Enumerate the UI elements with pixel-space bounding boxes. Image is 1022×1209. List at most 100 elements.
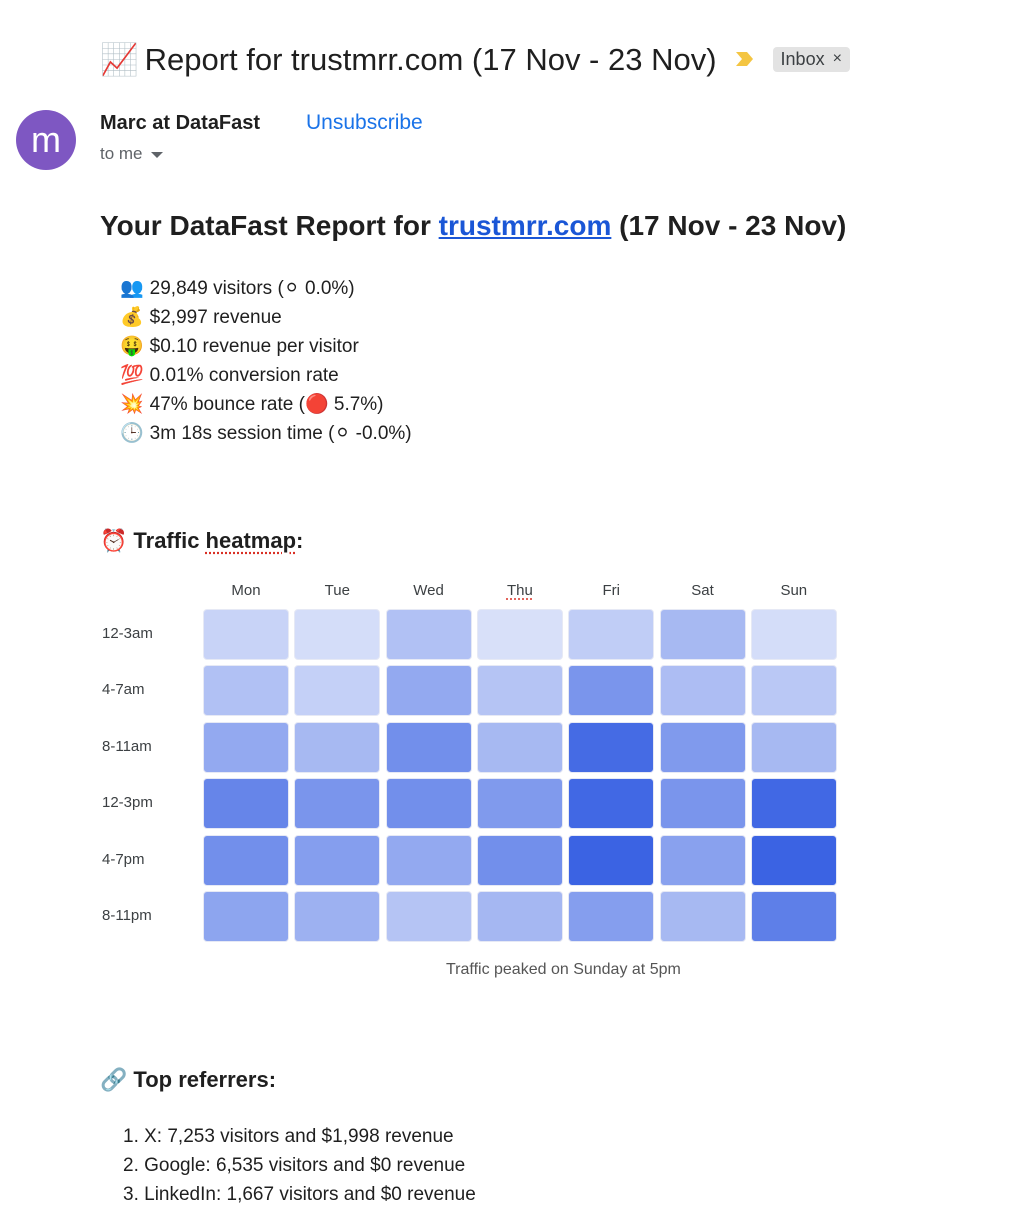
alarm-clock-icon: ⏰ <box>100 529 128 554</box>
heatmap-day-label: Tue <box>324 582 350 599</box>
sender-avatar[interactable]: m <box>16 110 76 170</box>
inbox-label-chip[interactable]: Inbox × <box>772 46 850 72</box>
heatmap-cell <box>568 721 655 773</box>
link-icon: 🔗 <box>100 1068 128 1093</box>
stat-revenue-per-visitor: 🤑 $0.10 revenue per visitor <box>120 332 412 361</box>
referrers-list: 1. X: 7,253 visitors and $1,998 revenue … <box>123 1122 476 1209</box>
heatmap-cell <box>476 665 563 717</box>
stat-text: 47% bounce rate (🔴 5.7%) <box>149 394 384 415</box>
inbox-label-text: Inbox <box>780 48 825 69</box>
hundred-points-icon: 💯 <box>120 364 144 386</box>
heatmap-cell <box>750 721 837 773</box>
heatmap-cell <box>385 778 472 830</box>
stat-bounce-rate: 💥 47% bounce rate (🔴 5.7%) <box>120 390 412 419</box>
recipient-details-toggle[interactable]: to me <box>100 144 163 164</box>
heatmap-cell <box>476 891 563 942</box>
sender-name: Marc at DataFast <box>100 112 261 134</box>
heatmap-cell <box>750 609 837 660</box>
heatmap-cell <box>750 665 837 717</box>
heatmap-caption: Traffic peaked on Sunday at 5pm <box>446 961 681 978</box>
heatmap-cell <box>294 609 381 660</box>
heatmap-title-colon: : <box>296 528 304 553</box>
heatmap-cell <box>476 778 563 830</box>
busts-icon: 👥 <box>120 277 144 299</box>
clock-icon: 🕒 <box>120 422 144 444</box>
heatmap-cell <box>203 891 289 942</box>
referrer-item: 1. X: 7,253 visitors and $1,998 revenue <box>123 1126 454 1147</box>
heatmap-cell <box>385 609 472 660</box>
chevron-down-icon[interactable] <box>150 152 163 158</box>
remove-label-icon[interactable]: × <box>832 50 842 67</box>
stats-list: 👥 29,849 visitors (⚪ 0.0%) 💰 $2,997 revenu… <box>120 274 412 448</box>
site-link[interactable]: trustmrr.com <box>438 210 612 241</box>
heatmap-cell <box>294 891 381 942</box>
stat-conversion-rate: 💯 0.01% conversion rate <box>120 361 412 390</box>
heatmap-cell <box>385 834 472 886</box>
heatmap-day-label: Mon <box>231 582 261 599</box>
heatmap-cell <box>385 891 472 942</box>
heatmap-cell <box>203 665 289 717</box>
money-bag-icon: 💰 <box>120 306 144 328</box>
heatmap-cell <box>294 665 381 717</box>
referrers-title: 🔗 Top referrers: <box>100 1067 276 1093</box>
heatmap-cell <box>750 834 837 886</box>
referrer-item: 3. LinkedIn: 1,667 visitors and $0 reven… <box>123 1184 476 1205</box>
email-subject-text: Report for trustmrr.com (17 Nov - 23 Nov… <box>144 41 717 77</box>
heatmap-cell <box>294 721 381 773</box>
report-title-prefix: Your DataFast Report for <box>100 210 431 241</box>
heatmap-cell <box>294 834 381 886</box>
collision-icon: 💥 <box>120 393 144 415</box>
heatmap-time-label: 12-3am <box>102 625 153 642</box>
heatmap-cell <box>476 609 563 660</box>
unsubscribe-link[interactable]: Unsubscribe <box>306 111 423 134</box>
heatmap-day-label: Wed <box>413 582 444 599</box>
recipient-text: to me <box>100 144 143 163</box>
report-title-suffix: (17 Nov - 23 Nov) <box>619 210 847 241</box>
stat-text: 3m 18s session time (⚪ -0.0%) <box>149 423 412 444</box>
heatmap-day-label: Sun <box>780 582 808 599</box>
heatmap-cell <box>476 834 563 886</box>
heatmap-time-label: 12-3pm <box>102 794 153 812</box>
avatar-initial: m <box>31 119 61 160</box>
heatmap-title-text: Traffic <box>133 528 206 553</box>
stat-text: 0.01% conversion rate <box>149 365 339 386</box>
stat-revenue: 💰 $2,997 revenue <box>120 303 412 332</box>
heatmap-cell <box>659 721 746 773</box>
heatmap-cell <box>659 891 746 942</box>
heatmap-cell <box>659 665 746 717</box>
heatmap-time-label: 8-11am <box>102 737 152 755</box>
stat-session-time: 🕒 3m 18s session time (⚪ -0.0%) <box>120 419 412 448</box>
stat-text: $0.10 revenue per visitor <box>149 336 359 357</box>
heatmap-cell <box>659 778 746 830</box>
referrer-item: 2. Google: 6,535 visitors and $0 revenue <box>123 1155 466 1176</box>
heatmap-cell <box>750 891 837 942</box>
heatmap-cell <box>385 665 472 717</box>
heatmap-time-label: 4-7pm <box>102 850 145 868</box>
chart-increasing-icon: 📈 <box>100 41 139 78</box>
referrers-title-text: Top referrers: <box>133 1067 277 1092</box>
heatmap-time-label: 4-7am <box>102 681 145 699</box>
heatmap-cell <box>568 891 655 942</box>
heatmap-cell <box>203 609 289 660</box>
heatmap-cell <box>203 721 289 773</box>
stat-text: $2,997 revenue <box>149 307 282 328</box>
heatmap-cell <box>568 609 655 660</box>
heatmap-cell <box>659 609 746 660</box>
heatmap-cell <box>568 665 655 717</box>
heatmap-day-label: Fri <box>602 582 620 599</box>
heatmap-cell <box>568 778 655 830</box>
heatmap-cell <box>568 834 655 886</box>
heatmap-title: ⏰ Traffic heatmap: <box>100 528 303 554</box>
heatmap-title-word: heatmap <box>205 528 297 553</box>
heatmap-cell <box>203 834 289 886</box>
heatmap-cell <box>750 778 837 830</box>
heatmap-cell <box>476 721 563 773</box>
heatmap-day-label: Thu <box>506 582 533 599</box>
email-subject-row: 📈 Report for trustmrr.com (17 Nov - 23 No… <box>100 34 850 84</box>
report-title: Your DataFast Report for trustmrr.com (1… <box>100 210 846 242</box>
heatmap-cell <box>294 778 381 830</box>
heatmap-cell <box>659 834 746 886</box>
heatmap-cell <box>203 778 289 830</box>
heatmap-time-label: 8-11pm <box>102 907 152 924</box>
stat-text: 29,849 visitors (⚪ 0.0%) <box>149 278 355 299</box>
